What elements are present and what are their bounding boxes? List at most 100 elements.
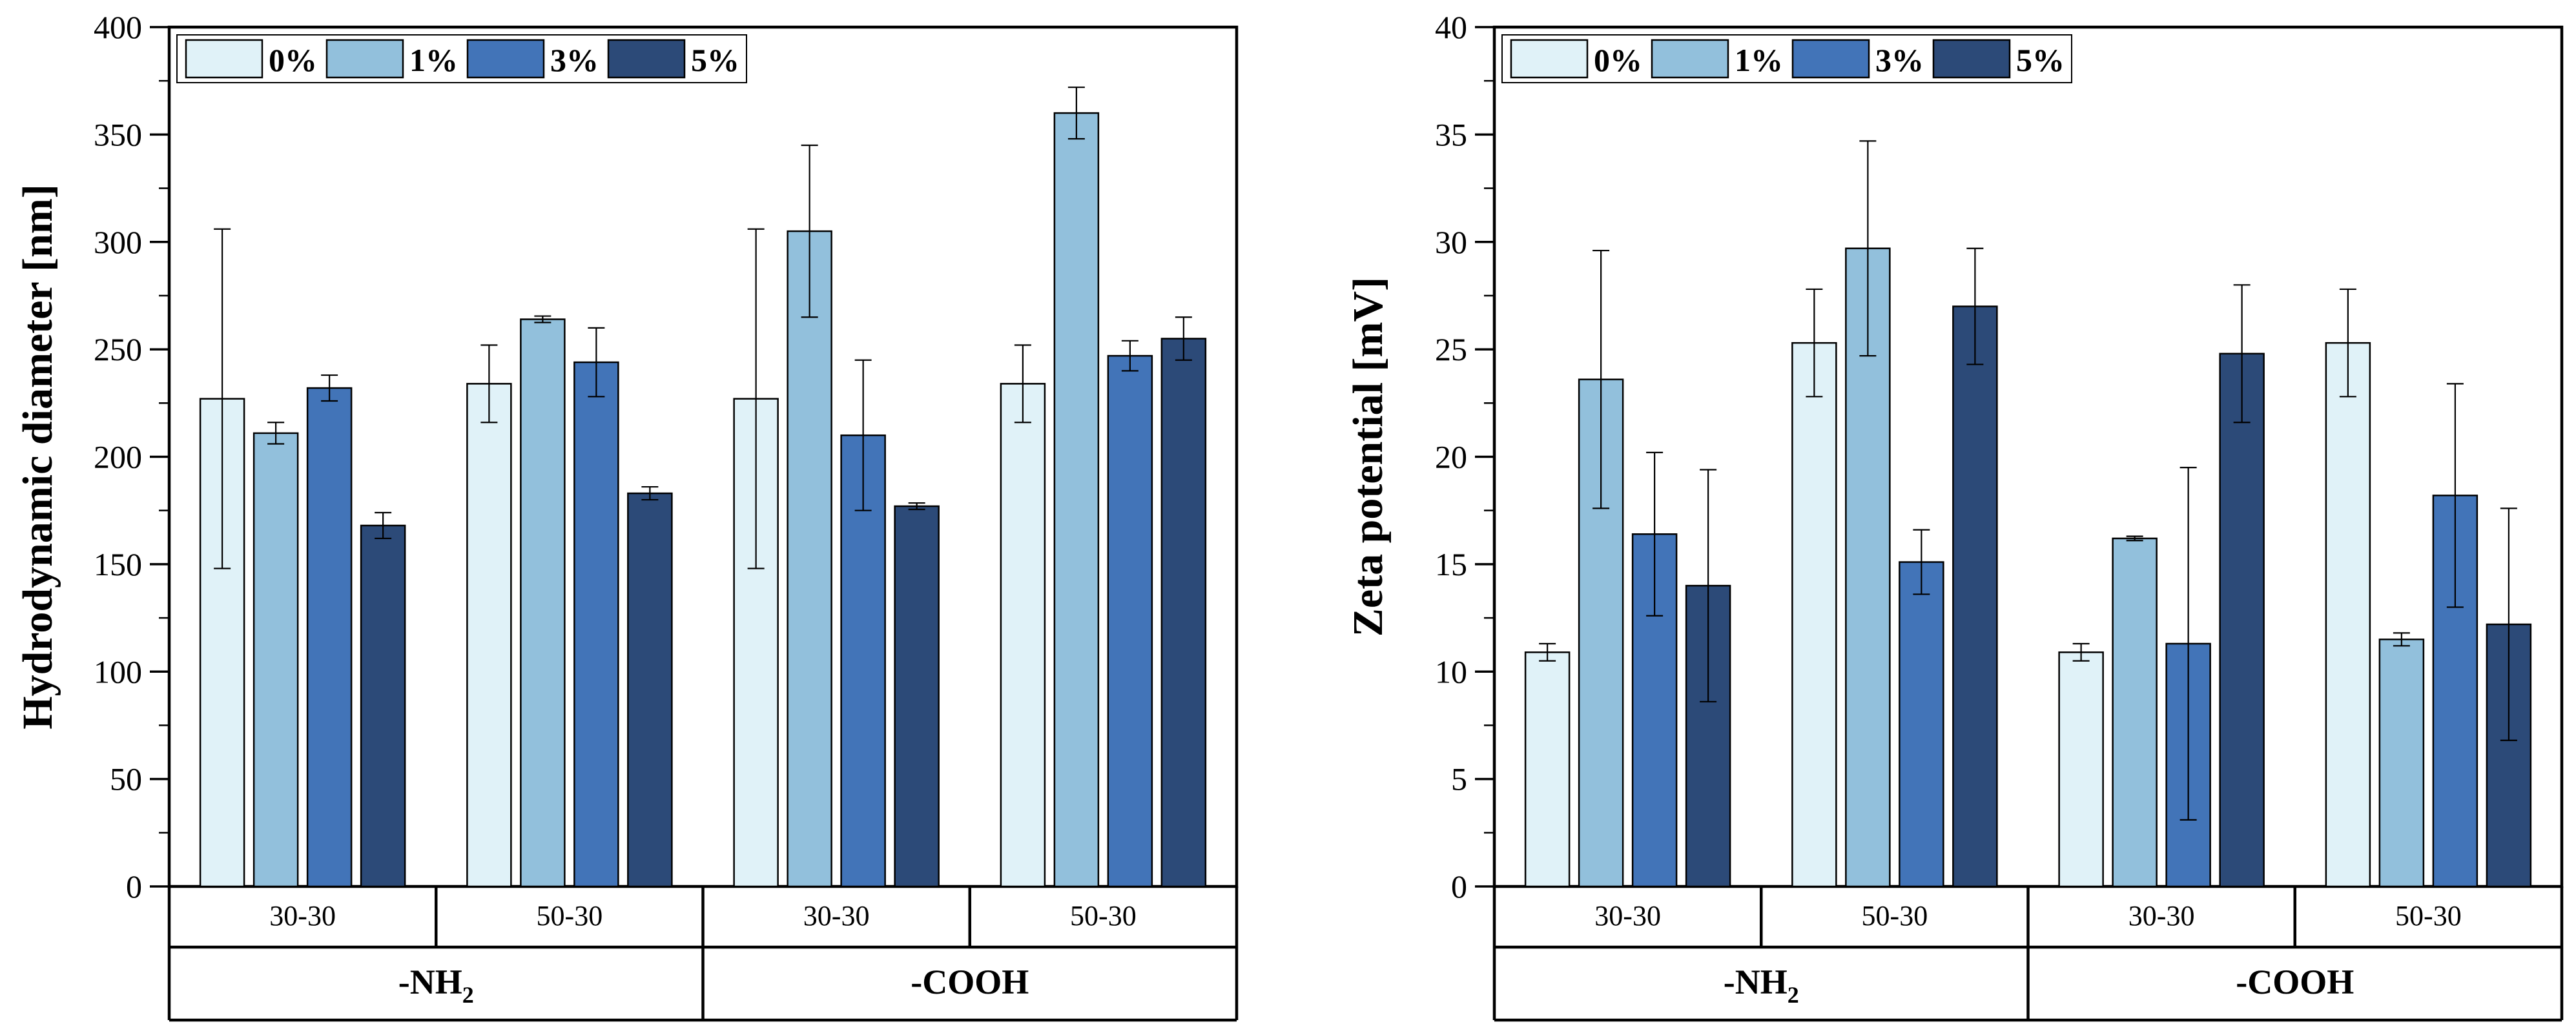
category-label: 50-30 [1862, 900, 1928, 932]
group-label-text: -NH [1724, 963, 1788, 1001]
legend-swatch [466, 39, 545, 79]
bar-5pct-cat-4 [1160, 338, 1207, 888]
y-tick-label: 400 [94, 9, 142, 45]
bar-5pct-cat-3 [894, 505, 940, 888]
error-bar [2233, 284, 2251, 424]
error-bar [1067, 87, 1085, 140]
category-label: 30-30 [269, 900, 336, 932]
bar-5pct-cat-1 [360, 524, 406, 888]
error-bar [321, 374, 338, 402]
y-tick-label: 15 [1435, 546, 1467, 582]
error-bar [2339, 288, 2356, 398]
error-bar [2126, 535, 2143, 542]
error-bar [2446, 383, 2464, 608]
error-bar [747, 228, 765, 569]
y-tick-label: 50 [110, 761, 142, 797]
legend-swatch [607, 39, 686, 79]
error-bar [1806, 288, 1823, 398]
bar-0pct-cat-2 [466, 383, 512, 888]
category-label: 30-30 [2128, 900, 2195, 932]
legend-label: 0% [1594, 42, 1642, 78]
error-bar [267, 422, 285, 445]
legend-label: 0% [269, 42, 317, 78]
error-bar [534, 315, 551, 323]
legend-label: 1% [409, 42, 458, 78]
legend-swatch [1791, 39, 1870, 79]
y-tick-label: 40 [1435, 9, 1467, 45]
error-bar [375, 511, 392, 540]
group-label-subscript: 2 [462, 982, 474, 1008]
group-label: -NH2 [1724, 963, 1799, 1008]
y-tick-label: 350 [94, 116, 142, 152]
legend: 0% 1% 3% 5% [1501, 34, 2072, 83]
y-tick-label: 300 [94, 224, 142, 260]
error-bar [2500, 507, 2517, 741]
legend-swatch [1510, 39, 1589, 79]
error-bar [1539, 642, 1556, 662]
y-tick-label: 0 [126, 868, 142, 905]
category-label: 50-30 [1070, 900, 1137, 932]
category-label: 30-30 [1594, 900, 1661, 932]
group-label-text: -COOH [2236, 963, 2354, 1001]
legend-label: 1% [1735, 42, 1783, 78]
legend-label: 5% [2016, 42, 2065, 78]
y-tick-label: 0 [1451, 868, 1467, 905]
group-label-text: -NH [398, 963, 462, 1001]
bar-1pct-cat-4 [2378, 639, 2425, 888]
bar-0pct-cat-4 [2325, 342, 2371, 888]
bar-3pct-cat-4 [1107, 354, 1153, 888]
error-bar [1646, 451, 1664, 617]
bar-5pct-cat-2 [1952, 305, 1998, 888]
y-tick-label: 35 [1435, 116, 1467, 152]
error-bar [854, 359, 872, 511]
bar-3pct-cat-1 [306, 387, 353, 888]
group-label: -NH2 [398, 963, 474, 1008]
error-bar [1859, 140, 1877, 357]
category-label: 30-30 [803, 900, 870, 932]
y-axis-label: Zeta potential [mV] [1345, 277, 1392, 637]
bar-5pct-cat-2 [627, 492, 673, 888]
error-bar [1700, 469, 1717, 702]
group-label-subscript: 2 [1788, 982, 1799, 1008]
error-bar [480, 344, 498, 424]
bar-0pct-cat-4 [1000, 383, 1046, 888]
error-bar [2072, 642, 2090, 662]
y-tick-label: 30 [1435, 224, 1467, 260]
bar-0pct-cat-1 [1524, 651, 1571, 888]
y-tick-label: 150 [94, 546, 142, 582]
legend-swatch [185, 39, 263, 79]
y-tick-label: 200 [94, 439, 142, 475]
bar-0pct-cat-3 [2058, 651, 2104, 888]
y-tick-label: 20 [1435, 439, 1467, 475]
bar-0pct-cat-2 [1791, 342, 1837, 888]
error-bar [1966, 247, 1984, 365]
error-bar [1913, 529, 1930, 595]
y-tick-label: 5 [1451, 761, 1467, 797]
legend: 0% 1% 3% 5% [176, 34, 747, 83]
error-bar [588, 327, 605, 398]
chart-1: 0 50 100 150 200 250 300 350 400 Hydrodynamic dia… [14, 9, 1239, 1022]
bar-5pct-cat-3 [2219, 353, 2265, 888]
error-bar [214, 228, 231, 569]
error-bar [2179, 467, 2197, 821]
bar-3pct-cat-2 [573, 361, 619, 888]
legend-label: 3% [550, 42, 599, 78]
y-tick-label: 100 [94, 653, 142, 690]
legend-label: 3% [1875, 42, 1924, 78]
bar-1pct-cat-3 [787, 230, 832, 888]
error-bar [641, 486, 659, 501]
chart-2: 0 5 10 15 20 25 30 35 40 Zeta potential [mV] 30-30… [1345, 9, 2564, 1022]
group-label-text: -COOH [911, 963, 1029, 1001]
y-tick-label: 25 [1435, 331, 1467, 367]
y-tick-label: 10 [1435, 653, 1467, 690]
category-label: 50-30 [2395, 900, 2462, 932]
legend-swatch [1651, 39, 1729, 79]
bar-1pct-cat-2 [520, 318, 566, 888]
error-bar [1175, 316, 1192, 361]
error-bar [801, 144, 818, 318]
category-label: 50-30 [537, 900, 603, 932]
bar-1pct-cat-4 [1053, 112, 1100, 888]
group-label: -COOH [2236, 963, 2354, 1001]
bar-3pct-cat-2 [1899, 561, 1944, 888]
